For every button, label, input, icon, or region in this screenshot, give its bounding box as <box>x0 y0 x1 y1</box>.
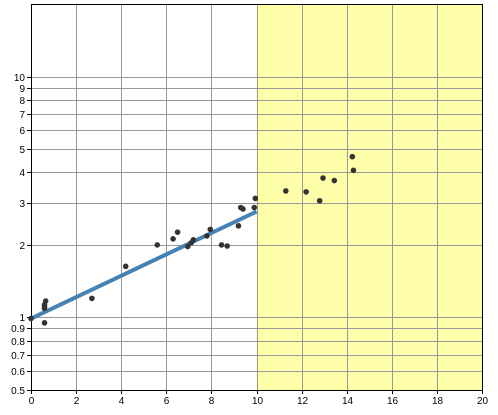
y-tick-label: 3 <box>19 199 25 210</box>
y-tick-label: 0.5 <box>11 386 25 397</box>
data-point <box>154 242 161 248</box>
y-tick-label: 7 <box>19 110 25 121</box>
data-point <box>316 197 323 204</box>
x-tick-label: 10 <box>252 396 264 407</box>
data-point <box>207 226 214 233</box>
data-point <box>235 223 242 229</box>
y-tick-label: 1 <box>19 313 25 324</box>
x-tick-label: 4 <box>119 396 125 407</box>
highlight-region <box>256 4 482 390</box>
y-tick-label: 8 <box>19 96 25 107</box>
data-point <box>350 167 357 174</box>
data-point <box>170 236 176 242</box>
data-point <box>42 298 49 304</box>
x-tick-label: 18 <box>432 396 444 407</box>
x-tick-label: 20 <box>477 396 489 407</box>
data-point <box>320 175 326 181</box>
data-point <box>224 243 230 249</box>
x-tick-label: 8 <box>209 396 215 407</box>
y-tick-label: 0.7 <box>11 351 25 362</box>
x-tick-label: 12 <box>297 396 309 407</box>
data-point <box>331 177 338 184</box>
plot-frame <box>31 4 483 391</box>
data-point <box>349 153 356 160</box>
data-point <box>190 237 197 243</box>
data-point <box>122 263 129 270</box>
y-tick-label: 9 <box>19 84 25 95</box>
y-tick-label: 0.8 <box>11 337 25 348</box>
y-tick-label: 0.6 <box>11 367 25 378</box>
y-tick-label: 6 <box>19 126 25 137</box>
data-point <box>251 204 258 211</box>
data-point <box>89 295 95 302</box>
data-point <box>28 315 34 322</box>
y-tick-label: 2 <box>19 241 25 252</box>
data-point <box>184 243 191 250</box>
x-tick-label: 6 <box>164 396 170 407</box>
data-point <box>252 195 259 202</box>
fit-line <box>30 209 258 321</box>
data-point <box>204 233 210 239</box>
data-point <box>303 189 309 195</box>
data-point <box>218 242 225 248</box>
data-point <box>174 229 181 235</box>
x-tick-label: 14 <box>342 396 354 407</box>
y-tick-label: 0.9 <box>11 324 25 335</box>
data-point <box>41 320 48 326</box>
x-tick-label: 2 <box>74 396 80 407</box>
y-tick-label: 5 <box>19 145 25 156</box>
x-tick-label: 16 <box>387 396 399 407</box>
data-point <box>240 206 246 212</box>
y-tick-label: 4 <box>19 168 25 179</box>
x-tick-label: 0 <box>29 396 35 407</box>
y-tick-label: 10 <box>14 73 26 84</box>
data-point <box>283 188 289 194</box>
